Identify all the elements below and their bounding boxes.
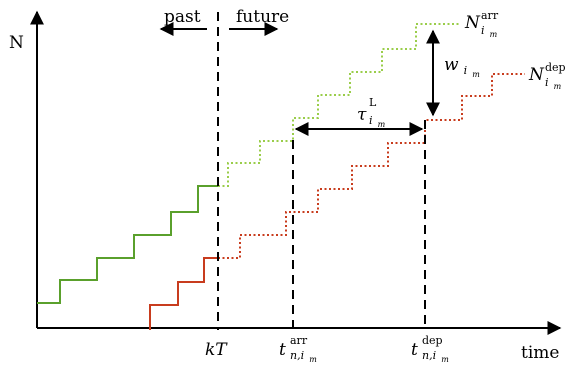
- departures-curve-label: N dep i m: [528, 56, 571, 91]
- t-arr-label: t arr n,i m: [279, 329, 317, 364]
- t-dep-label: t dep n,i m: [411, 329, 449, 364]
- arrival-curve-past: [37, 185, 218, 304]
- future-label: future: [236, 7, 289, 27]
- travel-time-label: τ L i m: [357, 91, 386, 129]
- departure-curve-past: [149, 257, 218, 330]
- kT-label: kT: [205, 340, 228, 360]
- departure-curve-future: [218, 73, 525, 259]
- y-axis-label: N: [9, 33, 24, 53]
- x-axis-label: time: [521, 343, 559, 363]
- waiting-time-label: w i m: [444, 55, 480, 79]
- past-label: past: [164, 7, 201, 27]
- arrival-curve-future: [218, 23, 460, 187]
- arrivals-curve-label: N arr i m: [464, 4, 503, 39]
